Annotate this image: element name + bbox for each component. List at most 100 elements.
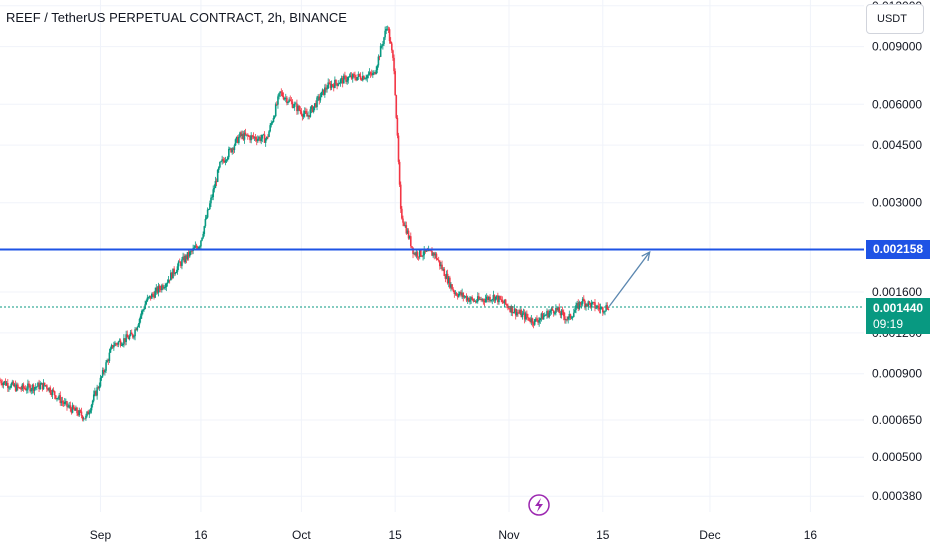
candle-body bbox=[9, 388, 11, 389]
currency-button[interactable]: USDT bbox=[866, 4, 924, 34]
candle-body bbox=[140, 316, 142, 319]
candle-body bbox=[273, 118, 275, 122]
candle-body bbox=[145, 301, 147, 304]
candle-body bbox=[101, 376, 103, 377]
candle-body bbox=[608, 309, 610, 310]
candle-body bbox=[399, 162, 401, 185]
chart-grid bbox=[0, 0, 864, 512]
candle-body bbox=[215, 181, 217, 188]
x-tick-label: 15 bbox=[596, 528, 610, 542]
candle-body bbox=[222, 159, 224, 161]
projection-arrow[interactable] bbox=[609, 252, 649, 306]
candle-body bbox=[604, 311, 606, 312]
candle-body bbox=[109, 353, 111, 361]
candle-body bbox=[282, 92, 284, 96]
candle-body bbox=[138, 324, 140, 327]
candle-body bbox=[380, 46, 382, 57]
candle-body bbox=[81, 412, 83, 416]
candle-body bbox=[522, 313, 524, 317]
candle-body bbox=[491, 299, 493, 300]
candle-body bbox=[452, 289, 454, 291]
candle-body bbox=[595, 308, 597, 309]
candle-body bbox=[574, 310, 576, 313]
bar-countdown: 09:19 bbox=[873, 316, 930, 332]
candle-body bbox=[567, 317, 569, 320]
candle-body bbox=[272, 122, 274, 123]
x-tick-label: Nov bbox=[498, 528, 519, 542]
candle-body bbox=[548, 313, 550, 318]
candle-body bbox=[207, 210, 209, 218]
candle-body bbox=[226, 160, 228, 161]
candle-body bbox=[234, 145, 236, 150]
x-tick-label: Dec bbox=[699, 528, 720, 542]
candle-body bbox=[532, 318, 534, 323]
candle-body bbox=[583, 299, 585, 301]
candle-body bbox=[298, 106, 300, 110]
candle-body bbox=[383, 37, 385, 44]
candle-body bbox=[211, 197, 213, 198]
candle-body bbox=[538, 320, 540, 323]
candle-body bbox=[193, 248, 195, 249]
candle-body bbox=[417, 252, 419, 256]
candle-body bbox=[303, 114, 305, 117]
y-tick-label: 0.003000 bbox=[872, 196, 922, 210]
y-tick-label: 0.000900 bbox=[872, 367, 922, 381]
candle-body bbox=[141, 311, 143, 316]
candle-body bbox=[402, 219, 404, 223]
candle-body bbox=[90, 410, 92, 412]
candle-body bbox=[174, 273, 176, 274]
candle-body bbox=[7, 383, 9, 388]
candle-body bbox=[573, 313, 575, 317]
candle-body bbox=[375, 70, 377, 74]
candle-body bbox=[105, 362, 107, 370]
candle-body bbox=[36, 387, 38, 388]
candle-body bbox=[191, 251, 193, 252]
candle-body bbox=[310, 109, 312, 117]
candle-body bbox=[54, 391, 56, 395]
candle-body bbox=[337, 84, 339, 86]
candle-body bbox=[118, 342, 120, 345]
candle-body bbox=[502, 300, 504, 303]
lightning-icon[interactable] bbox=[529, 495, 549, 515]
candle-body bbox=[572, 317, 574, 318]
candle-body bbox=[255, 137, 257, 139]
candle-body bbox=[359, 74, 361, 76]
candle-body bbox=[176, 272, 178, 273]
candle-body bbox=[30, 390, 32, 392]
candle-body bbox=[44, 383, 46, 386]
candle-body bbox=[10, 384, 12, 388]
x-tick-label: 15 bbox=[388, 528, 402, 542]
candle-body bbox=[260, 139, 262, 141]
candle-body bbox=[381, 46, 383, 47]
candle-body bbox=[370, 72, 372, 73]
time-axis[interactable]: Sep 16 Oct 15 Nov 15 Dec 16 bbox=[90, 528, 818, 542]
candle-body bbox=[505, 300, 507, 305]
candle-body bbox=[28, 384, 30, 386]
candle-body bbox=[100, 378, 102, 387]
candle-body bbox=[378, 57, 380, 66]
candle-body bbox=[478, 296, 480, 299]
candle-body bbox=[397, 118, 399, 136]
candle-body bbox=[104, 371, 106, 372]
candle-body bbox=[550, 311, 552, 313]
candlestick-series bbox=[0, 26, 609, 422]
candle-body bbox=[46, 385, 48, 388]
candle-body bbox=[356, 77, 358, 80]
candle-body bbox=[115, 343, 117, 344]
candle-body bbox=[147, 298, 149, 301]
y-tick-label: 0.000500 bbox=[872, 450, 922, 464]
candle-body bbox=[23, 384, 25, 388]
candle-body bbox=[39, 385, 41, 389]
candle-body bbox=[235, 139, 237, 145]
candle-body bbox=[173, 269, 175, 274]
candle-body bbox=[0, 381, 2, 384]
arrow-shaft bbox=[609, 252, 649, 306]
candle-body bbox=[202, 234, 204, 238]
candle-body bbox=[394, 71, 396, 95]
candle-body bbox=[321, 92, 323, 97]
candle-body bbox=[398, 136, 400, 162]
candle-body bbox=[152, 294, 154, 295]
candle-body bbox=[410, 236, 412, 246]
candle-body bbox=[3, 383, 5, 385]
